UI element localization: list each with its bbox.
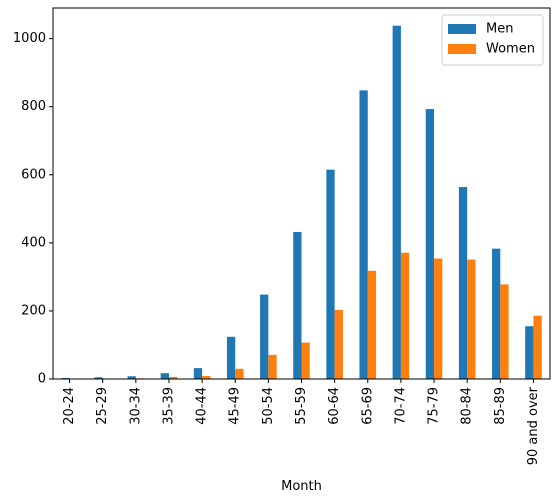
bar-men-20-24 — [61, 377, 70, 379]
bar-women-40-44 — [202, 375, 211, 379]
bar-men-80-84 — [458, 187, 468, 379]
bars-layer — [61, 25, 542, 380]
x-tick-label: 45-49 — [228, 387, 243, 425]
x-tick-label: 30-34 — [128, 387, 143, 425]
bar-women-35-39 — [168, 376, 178, 379]
bar-men-85-89 — [492, 248, 501, 379]
bar-women-50-54 — [268, 354, 277, 379]
x-axis: 20-24 25-29 30-34 35-39 40-44 45-49 50-54 55-59… — [62, 379, 541, 465]
bar-men-55-59 — [293, 231, 302, 379]
x-tick-label: 50-54 — [261, 387, 276, 425]
x-tick-label: 60-64 — [327, 387, 342, 425]
x-tick-label: 35-39 — [161, 387, 176, 425]
legend-swatch-women — [448, 44, 476, 54]
bar-men-90-and-over — [525, 326, 534, 379]
bar-men-75-79 — [425, 109, 435, 379]
bar-men-65-69 — [359, 90, 368, 380]
y-axis: 0 200 400 600 800 1000 — [13, 31, 53, 387]
x-tick-label: 40-44 — [195, 387, 210, 425]
bar-men-50-54 — [260, 294, 269, 379]
bar-women-85-89 — [500, 284, 509, 379]
x-tick-label: 55-59 — [294, 387, 309, 425]
bar-women-70-74 — [400, 252, 410, 379]
bar-women-75-79 — [434, 258, 443, 379]
y-tick-label: 800 — [21, 99, 46, 114]
x-axis-title: Month — [281, 479, 322, 494]
plot-frame — [52, 7, 551, 380]
x-tick-label: 75-79 — [427, 387, 442, 425]
bar-women-90-and-over — [533, 315, 542, 379]
bar-women-60-64 — [334, 309, 343, 379]
y-tick-label: 0 — [38, 372, 46, 387]
legend-label-women: Women — [486, 42, 535, 57]
y-tick-label: 400 — [21, 235, 46, 250]
x-tick-label: 70-74 — [393, 387, 408, 425]
bar-men-40-44 — [193, 368, 203, 379]
bar-men-70-74 — [392, 25, 401, 379]
legend-label-men: Men — [486, 22, 513, 37]
x-tick-label: 65-69 — [360, 387, 375, 425]
y-tick-label: 1000 — [13, 31, 46, 46]
x-tick-label: 90 and over — [526, 386, 541, 465]
bar-men-25-29 — [94, 377, 103, 379]
legend: Men Women — [441, 14, 544, 66]
x-tick-label: 20-24 — [62, 387, 77, 425]
bar-men-35-39 — [160, 373, 169, 379]
legend-swatch-men — [448, 24, 476, 34]
bar-women-80-84 — [467, 259, 476, 379]
bar-women-65-69 — [367, 270, 377, 379]
bar-men-45-49 — [226, 336, 236, 379]
x-tick-label: 80-84 — [460, 387, 475, 425]
y-tick-label: 600 — [21, 167, 46, 182]
bar-men-60-64 — [326, 169, 335, 379]
bar-women-45-49 — [235, 368, 244, 379]
x-tick-label: 85-89 — [493, 387, 508, 425]
x-tick-label: 25-29 — [95, 387, 110, 425]
y-tick-label: 200 — [21, 303, 46, 318]
bar-women-55-59 — [301, 342, 310, 379]
bar-men-30-34 — [127, 376, 136, 379]
